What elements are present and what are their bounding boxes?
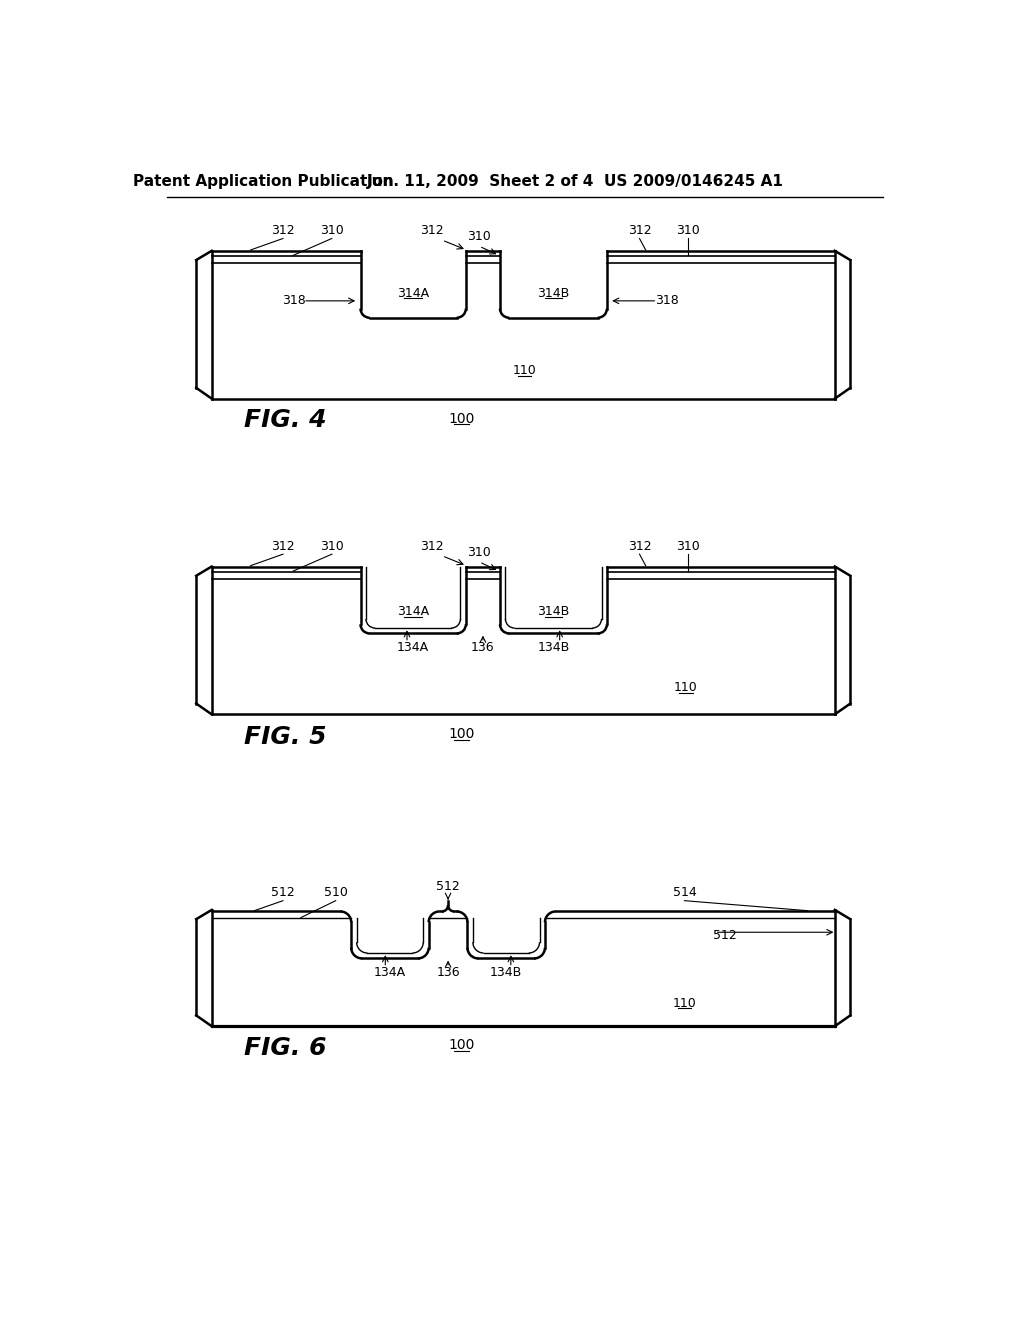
Text: 134B: 134B [490,966,522,979]
Text: 312: 312 [271,224,295,238]
Text: 310: 310 [677,224,700,238]
Text: 512: 512 [271,886,295,899]
Text: FIG. 5: FIG. 5 [245,726,327,750]
Text: 314A: 314A [397,606,429,619]
Text: 310: 310 [319,540,344,553]
Text: 134B: 134B [538,640,569,653]
Text: 312: 312 [420,540,443,553]
Text: 312: 312 [628,540,651,553]
Text: 110: 110 [513,364,537,378]
Text: 512: 512 [713,929,737,942]
Text: 110: 110 [674,681,698,694]
Text: Jun. 11, 2009  Sheet 2 of 4: Jun. 11, 2009 Sheet 2 of 4 [367,174,594,189]
Text: FIG. 6: FIG. 6 [245,1036,327,1060]
Text: 514: 514 [673,886,696,899]
Text: US 2009/0146245 A1: US 2009/0146245 A1 [604,174,783,189]
Text: Patent Application Publication: Patent Application Publication [133,174,394,189]
Text: 136: 136 [471,640,495,653]
Text: 134A: 134A [374,966,406,979]
Text: 100: 100 [449,1039,474,1052]
Text: 310: 310 [467,230,490,243]
Text: 318: 318 [282,294,306,308]
Text: FIG. 4: FIG. 4 [245,408,327,432]
Text: 310: 310 [467,545,490,558]
Text: 512: 512 [436,880,460,892]
Text: 510: 510 [324,886,347,899]
Text: 314A: 314A [397,286,429,300]
Text: 312: 312 [628,224,651,238]
Text: 312: 312 [420,224,443,238]
Text: 318: 318 [654,294,679,308]
Text: 136: 136 [436,966,460,979]
Text: 110: 110 [673,997,696,1010]
Text: 314B: 314B [538,286,569,300]
Text: 310: 310 [319,224,344,238]
Text: 312: 312 [271,540,295,553]
Text: 310: 310 [677,540,700,553]
Text: 134A: 134A [397,640,429,653]
Text: 314B: 314B [538,606,569,619]
Text: 100: 100 [449,412,474,425]
Text: 100: 100 [449,727,474,742]
